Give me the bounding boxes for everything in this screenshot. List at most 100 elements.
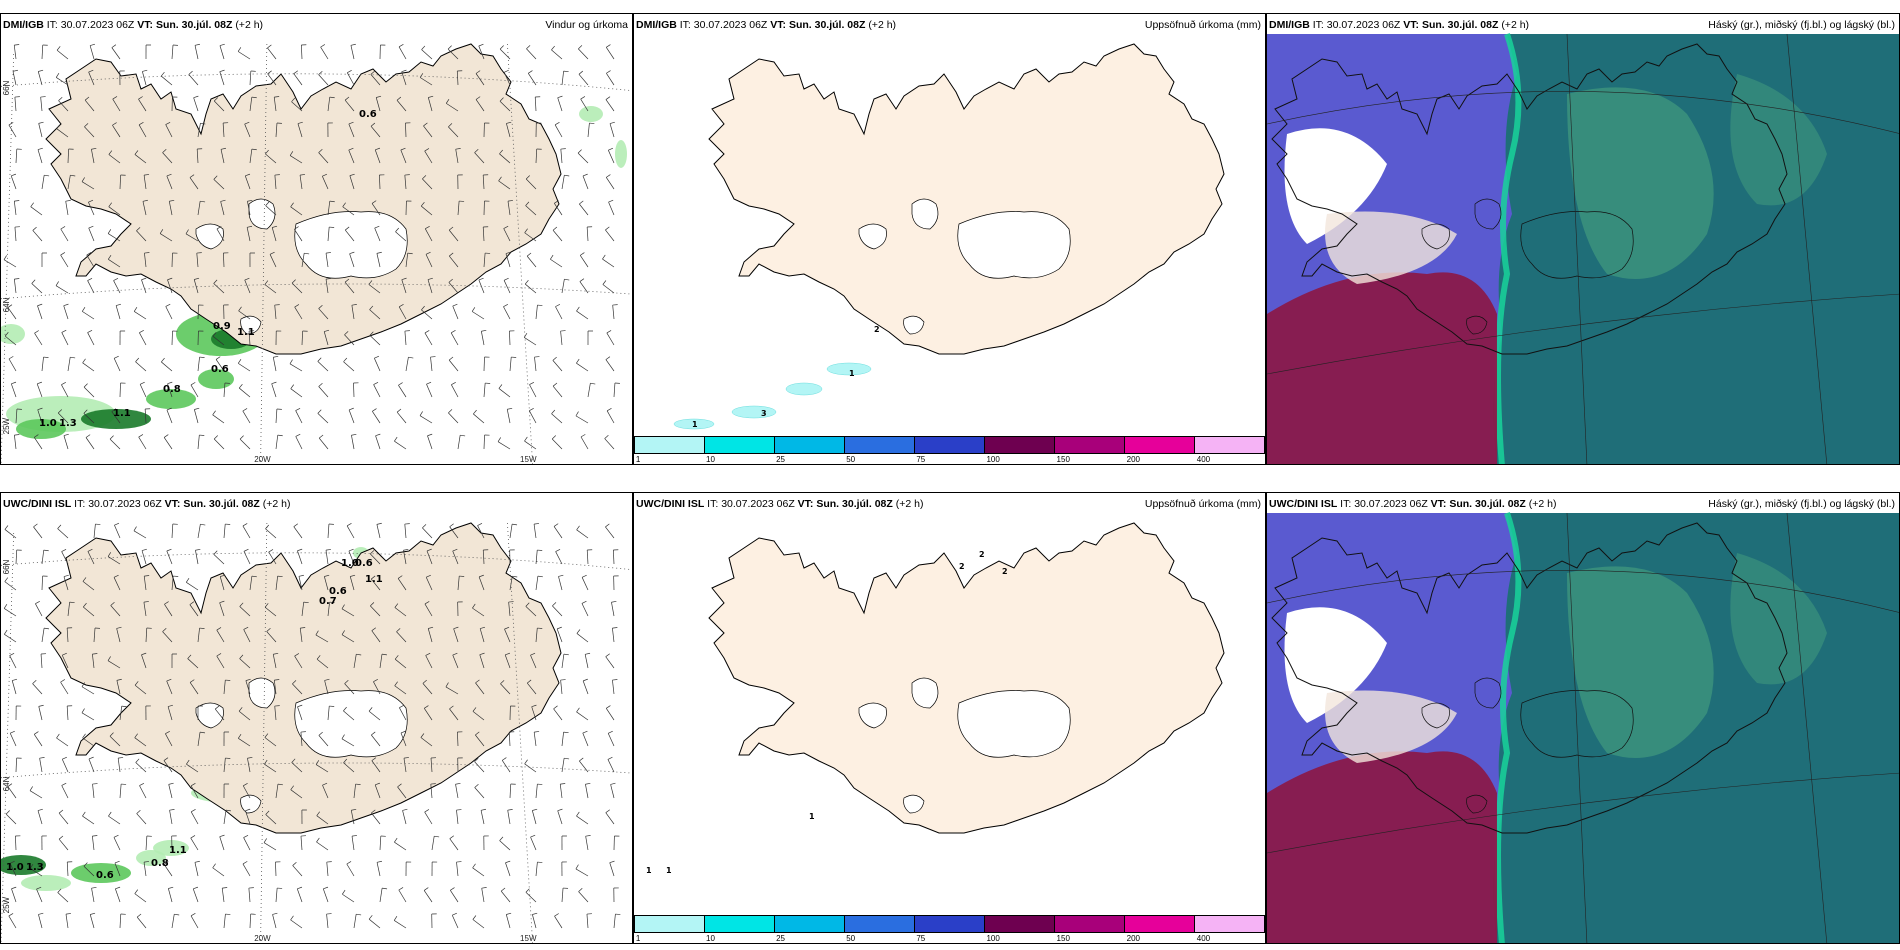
wind-barb-flag xyxy=(537,575,543,578)
wind-barb-flag xyxy=(57,524,62,529)
wind-barb xyxy=(427,435,433,450)
wind-barb-flag xyxy=(445,98,450,104)
wind-barb xyxy=(86,254,95,268)
wind-barb-flag xyxy=(376,251,382,254)
wind-barb xyxy=(112,98,121,112)
wind-barb xyxy=(267,47,277,60)
wind-barb xyxy=(605,526,615,539)
wind-barb-flag xyxy=(447,45,452,50)
wind-barb-flag xyxy=(348,147,354,151)
wind-barb-flag xyxy=(318,434,324,439)
wind-barb-flag xyxy=(507,407,513,410)
wind-barb-flag xyxy=(114,355,119,359)
wind-barb xyxy=(111,411,121,424)
wind-barb xyxy=(346,72,355,86)
wind-barb-flag xyxy=(264,759,268,765)
wind-barb xyxy=(265,814,277,825)
wind-barb-flag xyxy=(422,175,427,180)
low-cloud-layer xyxy=(1267,751,1497,943)
wind-barb xyxy=(165,733,173,747)
wind-barb-flag xyxy=(251,96,257,99)
wind-barb-flag xyxy=(324,329,330,332)
wind-barb xyxy=(404,331,407,346)
wind-barb xyxy=(143,175,147,190)
wind-barb-flag xyxy=(368,915,373,920)
wind-barb xyxy=(193,97,199,112)
wind-barb xyxy=(271,227,277,242)
wind-barb-flag xyxy=(168,886,174,889)
precip-legend: 1 10 25 50 75 100 150 200 400 xyxy=(634,436,1265,464)
wind-barb-flag xyxy=(448,278,453,283)
wind-barb-flag xyxy=(37,381,43,385)
wind-barb-flag xyxy=(243,548,249,552)
wind-barb xyxy=(238,363,251,372)
wind-barb xyxy=(167,279,173,294)
wind-barb-flag xyxy=(200,122,206,125)
legend-swatch xyxy=(635,916,705,932)
accum-value-label: 2 xyxy=(1002,567,1008,576)
glacier-outline xyxy=(1520,211,1634,279)
wind-barb xyxy=(89,914,95,929)
wind-barb xyxy=(141,279,147,294)
wind-barb xyxy=(587,383,591,398)
wind-barb-flag xyxy=(164,601,169,605)
wind-barb xyxy=(350,810,355,825)
wind-barb-flag xyxy=(110,601,115,606)
wind-barb-flag xyxy=(237,358,242,364)
wind-barb-flag xyxy=(371,809,376,814)
wind-barb xyxy=(15,409,18,424)
wind-barb-flag xyxy=(194,43,200,46)
wind-barb xyxy=(197,435,200,450)
wind-barb-flag xyxy=(512,523,518,526)
wind-barb xyxy=(264,763,277,773)
wind-barb xyxy=(479,654,485,669)
wind-barb-flag xyxy=(139,782,145,786)
wind-barb xyxy=(57,892,69,903)
wind-barb xyxy=(576,310,589,320)
wind-barb xyxy=(134,737,147,747)
wind-barb xyxy=(113,358,121,372)
wind-barb xyxy=(142,201,147,216)
accum-value-label: 3 xyxy=(761,409,767,418)
wind-barb xyxy=(524,763,537,773)
wind-barb-flag xyxy=(187,654,192,659)
wind-barb xyxy=(405,357,409,372)
wind-barb-flag xyxy=(8,122,14,126)
wind-barb-flag xyxy=(419,73,424,78)
wind-barb xyxy=(119,706,123,721)
wind-barb xyxy=(475,99,485,112)
wind-barb-flag xyxy=(341,604,345,609)
glacier xyxy=(911,677,939,709)
wind-barb xyxy=(295,436,303,450)
legend-tick-label: 100 xyxy=(986,934,1000,943)
wind-barb xyxy=(350,45,355,60)
glacier xyxy=(248,198,276,230)
wind-barb-flag xyxy=(401,277,407,280)
wind-barb-flag xyxy=(12,69,18,72)
wind-barb-flag xyxy=(144,252,150,254)
clear-land-area xyxy=(1325,690,1457,763)
parallel-line xyxy=(1267,570,1899,613)
wind-barb xyxy=(223,758,226,773)
wind-barb xyxy=(448,126,459,138)
wind-barb-flag xyxy=(472,863,476,869)
wind-barb-flag xyxy=(507,200,513,202)
wind-barb-flag xyxy=(7,783,13,787)
panel-dmi-cloud: DMI/IGB IT: 30.07.2023 06Z VT: Sun. 30.j… xyxy=(1266,13,1900,465)
wind-barb-flag xyxy=(525,888,530,893)
wind-barb xyxy=(316,658,329,669)
wind-barb xyxy=(423,125,433,138)
wind-barb xyxy=(353,914,357,929)
wind-barb-flag xyxy=(14,200,20,202)
wind-barb-flag xyxy=(450,887,455,891)
wind-barb xyxy=(348,149,355,164)
wind-barb-flag xyxy=(370,602,375,607)
wind-barb xyxy=(605,359,615,372)
wind-barb xyxy=(57,412,69,424)
wind-barb-flag xyxy=(37,147,43,150)
wind-barb-flag xyxy=(190,382,196,386)
wind-barb-flag xyxy=(60,226,66,230)
wind-barb-flag xyxy=(108,811,112,817)
wind-barb-flag xyxy=(107,552,112,557)
precip-area xyxy=(826,362,872,376)
